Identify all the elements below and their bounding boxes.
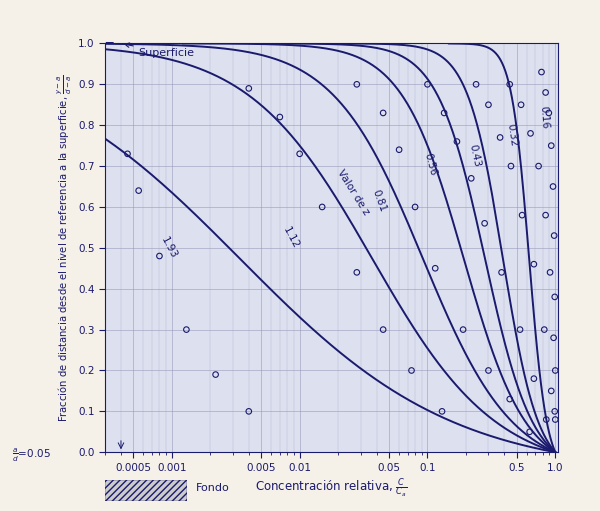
Point	[534, 162, 544, 170]
Point	[495, 133, 505, 142]
Point	[536, 68, 546, 76]
Point	[123, 150, 133, 158]
Point	[244, 84, 254, 92]
Point	[422, 80, 432, 88]
Point	[541, 211, 550, 219]
Text: Valor de z: Valor de z	[335, 168, 371, 217]
Point	[548, 182, 558, 191]
Point	[244, 407, 254, 415]
Point	[484, 101, 493, 109]
Point	[437, 407, 447, 415]
Point	[547, 387, 556, 395]
Text: ─: ─	[105, 36, 113, 50]
Point	[545, 268, 555, 276]
X-axis label: Concentración relativa, $\frac{C}{C_a}$: Concentración relativa, $\frac{C}{C_a}$	[256, 477, 407, 500]
Point	[550, 407, 560, 415]
Point	[317, 203, 327, 211]
Point	[539, 326, 549, 334]
Point	[452, 137, 462, 146]
Point	[526, 129, 535, 137]
Point	[410, 203, 420, 211]
Point	[529, 375, 539, 383]
Y-axis label: Fracción de distancia desde el nivel de referencia a la superficie, $\frac{y - a: Fracción de distancia desde el nivel de …	[56, 74, 74, 422]
Point	[550, 231, 559, 240]
Point	[547, 142, 556, 150]
Point	[497, 268, 506, 276]
Point	[516, 101, 526, 109]
Point	[544, 109, 554, 117]
Point	[407, 366, 416, 375]
Point	[517, 211, 527, 219]
Point	[506, 162, 516, 170]
Text: 0.43: 0.43	[467, 144, 482, 168]
Point	[211, 370, 220, 379]
Point	[466, 174, 476, 182]
Point	[379, 326, 388, 334]
Point	[541, 88, 550, 97]
Point	[295, 150, 304, 158]
Point	[430, 264, 440, 272]
Text: 1.93: 1.93	[159, 235, 179, 261]
Point	[525, 428, 535, 436]
Point	[505, 395, 515, 403]
Text: Superficie: Superficie	[125, 43, 194, 58]
Point	[458, 326, 468, 334]
Point	[155, 252, 164, 260]
Point	[550, 415, 560, 424]
Text: 1.12: 1.12	[281, 225, 301, 250]
Point	[529, 260, 539, 268]
Point	[515, 326, 525, 334]
Point	[549, 334, 559, 342]
Text: $\frac{a}{d}$=0.05: $\frac{a}{d}$=0.05	[12, 447, 51, 464]
Point	[550, 293, 560, 301]
Point	[379, 109, 388, 117]
Point	[394, 146, 404, 154]
Point	[484, 366, 493, 375]
Point	[352, 80, 362, 88]
Text: 0.56: 0.56	[422, 152, 438, 176]
Point	[541, 415, 551, 424]
Point	[134, 187, 143, 195]
Point	[182, 326, 191, 334]
Point	[471, 80, 481, 88]
Point	[275, 113, 284, 121]
Point	[550, 366, 560, 375]
Text: 0.16: 0.16	[539, 105, 550, 129]
Point	[480, 219, 490, 227]
Point	[439, 109, 449, 117]
Text: Fondo: Fondo	[196, 483, 229, 493]
Text: 0.81: 0.81	[371, 188, 388, 214]
Point	[352, 268, 362, 276]
Text: 0.32: 0.32	[506, 123, 519, 148]
Point	[505, 80, 515, 88]
